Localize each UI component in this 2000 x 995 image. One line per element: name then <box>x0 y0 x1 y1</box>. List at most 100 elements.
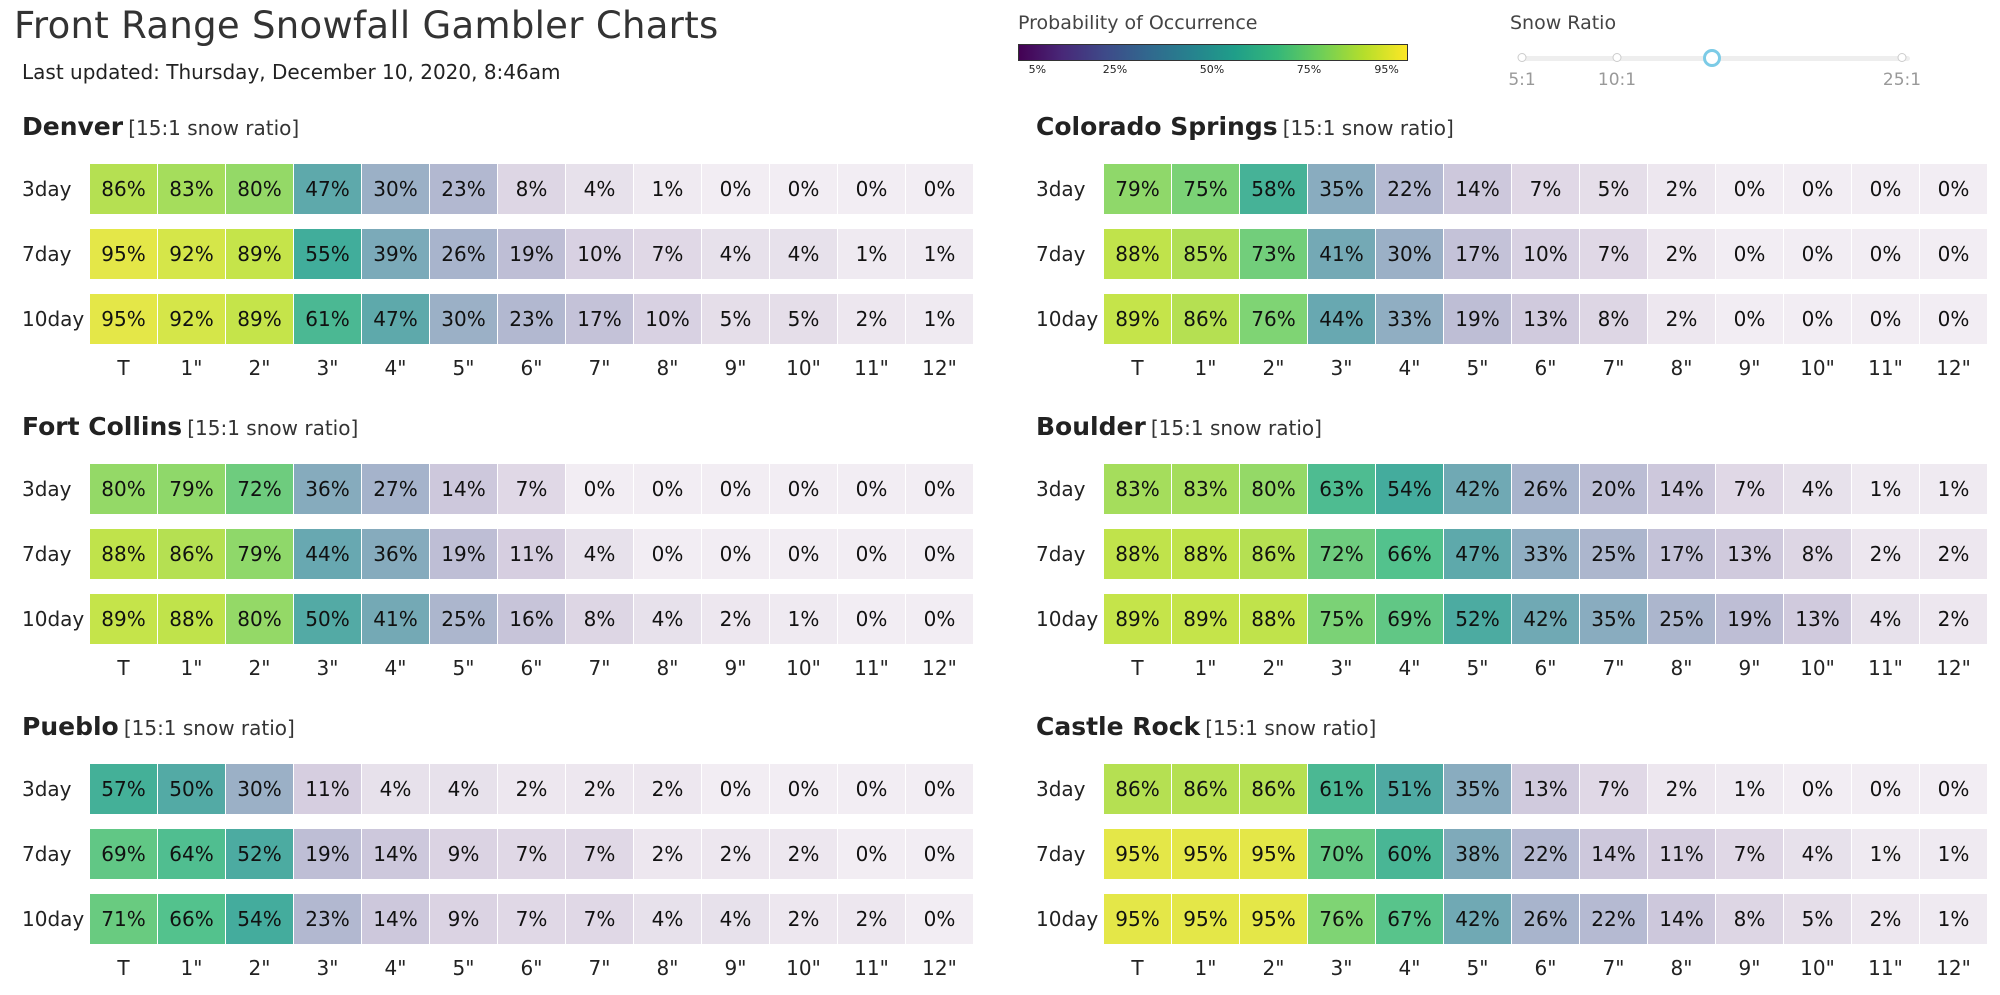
column-label: 6" <box>520 956 543 980</box>
column-label: 5" <box>452 356 475 380</box>
heatmap-cell: 14% <box>362 829 429 879</box>
heatmap-cell: 54% <box>226 894 293 944</box>
heatmap-cell: 2% <box>838 894 905 944</box>
column-label: 5" <box>1466 356 1489 380</box>
heatmap-cell: 61% <box>1308 764 1375 814</box>
location-name: Denver <box>22 112 124 141</box>
column-label: 4" <box>384 956 407 980</box>
heatmap-cell: 4% <box>1784 829 1851 879</box>
column-label: 10" <box>786 956 821 980</box>
heatmap-cell: 92% <box>158 294 225 344</box>
heatmap-cell: 2% <box>1920 529 1987 579</box>
snow-ratio-slider[interactable] <box>1517 49 1910 67</box>
heatmap-cell: 10% <box>566 229 633 279</box>
column-label: 3" <box>316 956 339 980</box>
heatmap-title: Castle Rock [15:1 snow ratio] <box>1036 712 1376 741</box>
heatmap-cell: 7% <box>498 894 565 944</box>
row-label: 10day <box>1036 907 1099 931</box>
column-label: 1" <box>1194 956 1217 980</box>
heatmap-cell: 11% <box>498 529 565 579</box>
heatmap-cell: 1% <box>1920 464 1987 514</box>
heatmap-cell: 2% <box>498 764 565 814</box>
heatmap-cell: 25% <box>1648 594 1715 644</box>
heatmap-cell: 88% <box>90 529 157 579</box>
heatmap-cell: 86% <box>1172 764 1239 814</box>
heatmap-cell: 0% <box>1716 164 1783 214</box>
heatmap-cell: 4% <box>702 229 769 279</box>
column-label: 4" <box>384 356 407 380</box>
column-label: 9" <box>724 656 747 680</box>
column-label: 3" <box>316 656 339 680</box>
heatmap-cell: 13% <box>1716 529 1783 579</box>
heatmap-cell: 76% <box>1308 894 1375 944</box>
heatmap-cell: 89% <box>1104 294 1171 344</box>
heatmap-cell: 92% <box>158 229 225 279</box>
column-label: 8" <box>1670 656 1693 680</box>
heatmap-cell: 64% <box>158 829 225 879</box>
heatmap-cell: 86% <box>1172 294 1239 344</box>
heatmap-cell: 0% <box>770 764 837 814</box>
heatmap-cell: 4% <box>1852 594 1919 644</box>
heatmap-cell: 0% <box>838 164 905 214</box>
heatmap-cell: 2% <box>702 829 769 879</box>
row-label: 3day <box>22 777 72 801</box>
heatmap-cell: 86% <box>1104 764 1171 814</box>
heatmap-cell: 47% <box>294 164 361 214</box>
column-label: 2" <box>1262 356 1285 380</box>
column-label: 9" <box>1738 356 1761 380</box>
legend-tick-label: 75% <box>1296 63 1322 76</box>
probability-legend: Probability of Occurrence 5% 25% 50% 75% 95% <box>1018 12 1408 77</box>
heatmap-cell: 79% <box>226 529 293 579</box>
heatmap-cell: 95% <box>90 294 157 344</box>
heatmap-cell: 2% <box>838 294 905 344</box>
column-label: 3" <box>1330 356 1353 380</box>
snow-ratio-stop[interactable] <box>1897 53 1907 62</box>
heatmap-cell: 0% <box>770 164 837 214</box>
row-label: 10day <box>22 907 85 931</box>
column-label: 8" <box>656 956 679 980</box>
column-label: 12" <box>922 656 957 680</box>
heatmap-cell: 0% <box>1784 229 1851 279</box>
snow-ratio-stop[interactable] <box>1612 53 1622 62</box>
heatmap-cell: 4% <box>770 229 837 279</box>
heatmap-cell: 25% <box>1580 529 1647 579</box>
heatmap-cell: 0% <box>906 594 973 644</box>
heatmap-cell: 35% <box>1308 164 1375 214</box>
heatmap-cell: 83% <box>1104 464 1171 514</box>
column-label: 3" <box>1330 956 1353 980</box>
snow-ratio-stop[interactable] <box>1517 53 1527 62</box>
heatmap-cell: 61% <box>294 294 361 344</box>
heatmap-cell: 2% <box>770 829 837 879</box>
heatmap-cell: 2% <box>634 829 701 879</box>
heatmap-cell: 95% <box>90 229 157 279</box>
row-label: 10day <box>22 607 85 631</box>
heatmap-cell: 30% <box>1376 229 1443 279</box>
heatmap-cell: 2% <box>1852 894 1919 944</box>
heatmap-cell: 2% <box>1648 764 1715 814</box>
column-label: 11" <box>854 956 889 980</box>
column-label: 8" <box>656 356 679 380</box>
column-label: 10" <box>786 656 821 680</box>
column-label: 2" <box>248 656 271 680</box>
heatmap-cell: 42% <box>1512 594 1579 644</box>
heatmap-cell: 95% <box>1104 894 1171 944</box>
heatmap-cell: 2% <box>702 594 769 644</box>
column-label: 12" <box>922 956 957 980</box>
heatmap-cell: 1% <box>1920 894 1987 944</box>
column-label: 12" <box>1936 656 1971 680</box>
heatmap-cell: 89% <box>1104 594 1171 644</box>
heatmap-cell: 5% <box>1580 164 1647 214</box>
legend-tick-label: 5% <box>1028 63 1047 76</box>
heatmap-cell: 35% <box>1444 764 1511 814</box>
heatmap-cell: 83% <box>158 164 225 214</box>
column-label: 11" <box>854 356 889 380</box>
heatmap-cell: 0% <box>838 594 905 644</box>
heatmap-cell: 4% <box>566 164 633 214</box>
heatmap-cell: 0% <box>702 164 769 214</box>
column-label: 5" <box>1466 656 1489 680</box>
heatmap-cell: 22% <box>1376 164 1443 214</box>
heatmap-cell: 86% <box>158 529 225 579</box>
heatmap-cell: 88% <box>1104 529 1171 579</box>
snow-ratio-handle[interactable] <box>1703 49 1721 67</box>
heatmap-cell: 2% <box>634 764 701 814</box>
